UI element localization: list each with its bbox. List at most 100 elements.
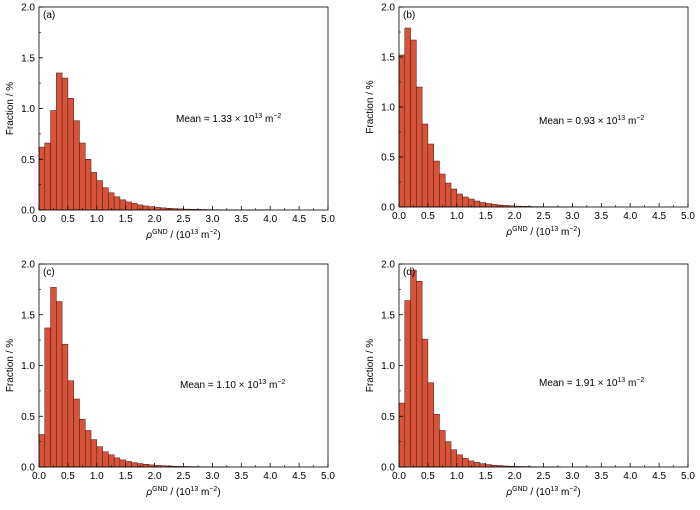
x-tick-label: 5.0 xyxy=(321,471,335,482)
x-tick-label: 4.0 xyxy=(623,211,637,222)
bar xyxy=(450,188,458,208)
x-tick-label: 1.5 xyxy=(479,471,493,482)
y-tick-label: 0.5 xyxy=(21,155,35,166)
y-axis-label: Fraction / % xyxy=(5,82,16,135)
panel-4: 0.0 0.5 1.0 1.5 2.0 2.5 3.0 3.5 4.0 4.5 5.0 0.0 0.5 1… xyxy=(365,260,695,499)
y-tick-label: 1.0 xyxy=(21,104,35,115)
y-tick-label: 2.0 xyxy=(21,260,35,271)
x-tick-label: 1.5 xyxy=(119,214,133,225)
bar xyxy=(450,449,458,468)
x-tick-label: 3.0 xyxy=(565,211,579,222)
y-tick-label: 0.5 xyxy=(381,153,395,164)
panel-label: (b) xyxy=(403,10,415,21)
x-tick-label: 4.0 xyxy=(623,471,637,482)
bar xyxy=(444,441,452,468)
x-tick-label: 4.0 xyxy=(263,214,277,225)
bar xyxy=(416,86,423,208)
x-tick-label: 4.5 xyxy=(652,211,666,222)
y-tick-label: 1.0 xyxy=(381,103,395,114)
bar xyxy=(84,430,92,468)
x-tick-label: 4.5 xyxy=(652,471,666,482)
bar xyxy=(108,192,115,211)
x-tick-label: 5.0 xyxy=(321,214,335,225)
mean-annotation: Mean = 1.33 × 1013 m−2 xyxy=(176,113,281,125)
bar xyxy=(119,199,126,211)
x-tick-label: 1.5 xyxy=(479,211,493,222)
bar xyxy=(427,382,434,468)
bar xyxy=(79,419,86,468)
bar xyxy=(410,39,417,208)
x-tick-label: 3.5 xyxy=(234,471,248,482)
bar xyxy=(439,173,446,208)
bars xyxy=(38,72,271,211)
x-tick-label: 2.5 xyxy=(537,211,551,222)
bar xyxy=(439,430,446,468)
bar xyxy=(473,200,481,208)
y-tick-label: 0.0 xyxy=(21,463,35,474)
y-tick-label: 1.5 xyxy=(381,53,395,64)
x-tick-label: 1.0 xyxy=(90,214,104,225)
x-tick-label: 0.0 xyxy=(392,211,406,222)
bar xyxy=(433,160,440,208)
x-axis-label: ρGND / (1013 m−2) xyxy=(505,486,580,498)
bar xyxy=(50,287,57,468)
x-tick-label: 2.5 xyxy=(177,471,191,482)
bar xyxy=(398,54,406,208)
bar xyxy=(38,146,46,211)
bar xyxy=(73,120,80,211)
bar xyxy=(416,281,423,468)
bar xyxy=(479,202,486,208)
panel-2: 0.0 0.5 1.0 1.5 2.0 2.5 3.0 3.5 4.0 4.5 5.0 0.0 0.5 1… xyxy=(365,3,695,239)
bar xyxy=(421,338,429,468)
x-axis-label: ρGND / (1013 m−2) xyxy=(505,226,580,238)
x-tick-label: 1.0 xyxy=(90,471,104,482)
bar xyxy=(119,459,126,468)
y-tick-label: 2.0 xyxy=(21,3,35,14)
bar xyxy=(479,463,486,468)
x-tick-label: 3.0 xyxy=(565,471,579,482)
bar xyxy=(491,204,498,208)
bar xyxy=(462,196,469,208)
bar xyxy=(473,462,481,468)
bar xyxy=(444,182,452,208)
mean-annotation: Mean = 1.10 × 1013 m−2 xyxy=(180,379,285,391)
y-tick-label: 2.0 xyxy=(381,3,395,14)
bar xyxy=(96,180,103,211)
x-tick-label: 2.0 xyxy=(148,471,162,482)
bar xyxy=(90,439,98,468)
x-tick-label: 3.0 xyxy=(205,214,219,225)
y-tick-label: 1.0 xyxy=(381,361,395,372)
x-tick-label: 3.5 xyxy=(594,471,608,482)
x-tick-label: 5.0 xyxy=(681,471,695,482)
bar xyxy=(79,142,86,211)
y-tick-label: 0.0 xyxy=(21,206,35,217)
y-axis-label: Fraction / % xyxy=(5,339,16,392)
x-tick-label: 3.5 xyxy=(234,214,248,225)
bar xyxy=(61,343,69,468)
y-tick-label: 1.5 xyxy=(21,310,35,321)
x-tick-label: 3.0 xyxy=(205,471,219,482)
panel-label: (a) xyxy=(43,10,55,21)
bar xyxy=(398,402,406,468)
bar xyxy=(125,201,132,211)
bar xyxy=(50,110,57,211)
y-tick-label: 2.0 xyxy=(381,260,395,271)
bar xyxy=(410,269,417,468)
x-tick-label: 1.0 xyxy=(450,211,464,222)
bars xyxy=(398,269,562,468)
bar xyxy=(96,446,103,468)
y-axis-label: Fraction / % xyxy=(365,80,376,133)
x-tick-label: 0.5 xyxy=(421,211,435,222)
x-tick-label: 0.0 xyxy=(392,471,406,482)
bars xyxy=(38,287,230,468)
bar xyxy=(485,203,492,208)
x-tick-label: 2.5 xyxy=(537,471,551,482)
x-tick-label: 0.5 xyxy=(61,214,75,225)
bar xyxy=(404,27,411,208)
bar xyxy=(90,172,98,211)
x-axis-label: ρGND / (1013 m−2) xyxy=(145,229,220,241)
bar xyxy=(421,123,429,208)
x-tick-label: 4.5 xyxy=(292,471,306,482)
bar xyxy=(142,205,150,211)
